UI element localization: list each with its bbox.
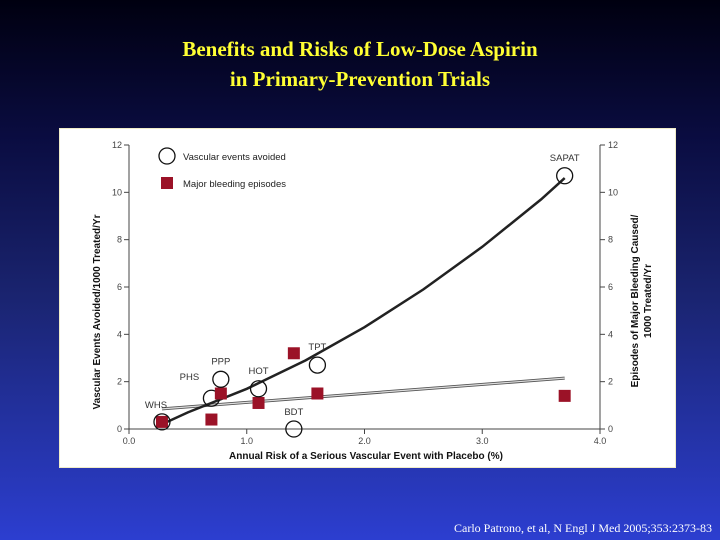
bleeding-marker-bdt	[287, 347, 300, 360]
slide-title-line1: Benefits and Risks of Low-Dose Aspirin	[182, 37, 538, 61]
bleeding-trend-line	[161, 377, 565, 410]
y-tick-label: 10	[112, 187, 122, 197]
y-axis-label: Vascular Events Avoided/1000 Treated/Yr	[92, 214, 103, 409]
avoided-marker-bdt	[285, 420, 303, 438]
y2-tick-label: 12	[608, 140, 618, 150]
y-tick-label: 6	[117, 282, 122, 292]
legend-circle-marker	[158, 147, 176, 165]
y-tick-label: 12	[112, 140, 122, 150]
avoided-marker-ppp	[212, 370, 230, 388]
y-tick-label: 2	[117, 377, 122, 387]
avoided-marker-hot	[249, 380, 268, 398]
y2-tick-label: 10	[608, 187, 618, 197]
y2-tick-label: 0	[608, 424, 613, 434]
chart-legend: Vascular events avoided Major bleeding e…	[158, 147, 286, 190]
avoided-marker-tpt	[308, 356, 327, 374]
bleeding-marker-sapat	[558, 389, 571, 402]
trial-label-phs: PHS	[180, 372, 200, 383]
avoided-marker-sapat	[556, 167, 574, 185]
y-tick-label: 4	[117, 329, 122, 339]
y2-axis-label-line1: Episodes of Major Bleeding Caused/	[630, 214, 641, 387]
x-tick-label: 1.0	[240, 436, 253, 446]
y2-axis-label-line2: 1000 Treated/Yr	[643, 264, 654, 338]
trial-label-whs: WHS	[145, 400, 167, 411]
bleeding-marker-tpt	[311, 387, 324, 400]
y2-tick-label: 6	[608, 282, 613, 292]
trial-label-ppp: PPP	[211, 356, 230, 367]
x-tick-label: 0.0	[123, 436, 136, 446]
slide-title-line2: in Primary-Prevention Trials	[229, 67, 491, 91]
x-axis-label: Annual Risk of a Serious Vascular Event …	[229, 451, 503, 462]
y2-tick-label: 2	[608, 377, 613, 387]
chart-panel: 0.0 1.0 2.0 3.0 4.0 0 0 2 2 4 4 6 6 8 8 10 10 12 12 WHS PHS…	[59, 128, 676, 468]
trial-label-bdt: BDT	[284, 407, 303, 418]
x-tick-label: 4.0	[594, 436, 607, 446]
legend-label-avoided: Vascular events avoided	[183, 152, 286, 163]
y-tick-label: 8	[117, 235, 122, 245]
citation: Carlo Patrono, et al, N Engl J Med 2005;…	[454, 521, 712, 535]
y2-tick-label: 8	[608, 235, 613, 245]
trial-label-sapat: SAPAT	[550, 153, 580, 164]
avoided-marker-whs	[153, 413, 171, 431]
bleeding-marker-ppp	[214, 387, 227, 400]
legend-square-marker	[161, 177, 173, 189]
bleeding-marker-whs	[155, 415, 168, 428]
trial-label-tpt: TPT	[308, 342, 326, 353]
bleeding-marker-phs	[205, 413, 218, 426]
x-tick-label: 2.0	[358, 436, 371, 446]
y-tick-label: 0	[117, 424, 122, 434]
bleeding-marker-hot	[252, 396, 265, 409]
x-tick-label: 3.0	[476, 436, 489, 446]
y2-tick-label: 4	[608, 329, 613, 339]
legend-label-bleeding: Major bleeding episodes	[183, 179, 286, 190]
trial-label-hot: HOT	[248, 366, 268, 377]
